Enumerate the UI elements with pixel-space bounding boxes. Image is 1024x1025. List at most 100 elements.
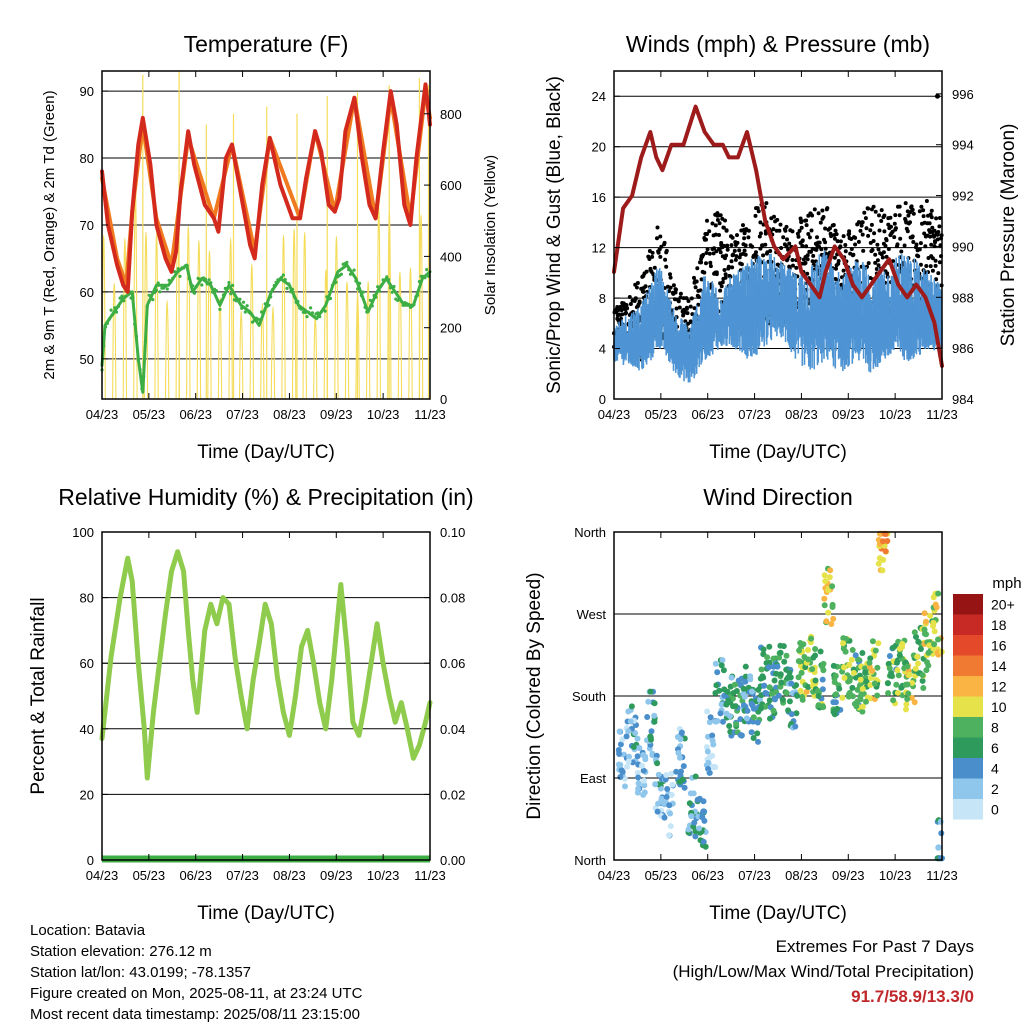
gust-point	[933, 240, 937, 245]
dewpoint-point	[318, 315, 322, 319]
direction-point	[783, 690, 790, 697]
direction-point	[821, 595, 828, 602]
direction-point	[635, 774, 642, 781]
direction-point	[846, 677, 853, 684]
direction-point	[872, 647, 879, 654]
dewpoint-point	[325, 295, 329, 299]
dewpoint-point	[113, 306, 117, 310]
gust-point	[796, 234, 801, 239]
winds-y2tick-label: 988	[952, 290, 974, 305]
dewpoint-point	[182, 266, 186, 270]
gust-point	[677, 305, 682, 310]
grid-temperature	[102, 90, 430, 360]
direction-point	[890, 644, 897, 651]
temperature-y2tick-label: 0	[440, 392, 447, 407]
gust-point	[930, 225, 935, 230]
gust-point	[803, 261, 808, 265]
panel-temperature: Temperature (F) 04/23 05/23 06/23 07/23 08/2…	[41, 31, 499, 463]
dewpoint-point	[163, 284, 168, 288]
gust-point	[868, 240, 873, 245]
direction-point	[661, 814, 668, 821]
direction-point	[849, 693, 856, 700]
direction-point	[849, 684, 856, 691]
direction-point	[859, 685, 866, 692]
gust-point	[876, 247, 881, 252]
gust-point	[753, 213, 758, 218]
direction-point	[886, 665, 893, 672]
direction-ytick-label: South	[572, 689, 606, 704]
direction-point	[618, 767, 625, 774]
gust-point	[883, 243, 888, 248]
solar-spike	[302, 231, 307, 400]
gust-point	[829, 234, 834, 239]
direction-point	[935, 636, 941, 643]
dewpoint-point	[345, 260, 349, 264]
gust-point	[800, 243, 805, 248]
direction-point	[797, 687, 804, 694]
frame-temperature	[101, 70, 431, 400]
winds-y2tick-label: 984	[952, 392, 974, 407]
dewpoint-point	[319, 310, 324, 314]
direction-point	[740, 685, 747, 692]
dewpoint-point	[107, 317, 111, 321]
dewpoint-point	[203, 277, 207, 281]
gust-point	[866, 233, 871, 238]
gust-point	[643, 284, 648, 289]
direction-point	[792, 723, 799, 730]
gust-point	[714, 270, 719, 275]
direction-point	[685, 826, 692, 833]
dewpoint-point	[243, 310, 247, 314]
direction-point	[730, 690, 737, 696]
direction-point	[676, 754, 683, 761]
dewpoint-point	[388, 286, 392, 290]
direction-point	[760, 674, 767, 681]
direction-point	[677, 736, 684, 743]
gust-point	[902, 243, 907, 248]
dewpoint-point	[209, 281, 213, 285]
gust-point	[910, 234, 915, 239]
direction-point	[903, 706, 909, 713]
dewpoint-point	[111, 312, 115, 316]
direction-point	[709, 752, 716, 759]
direction-point	[617, 774, 624, 780]
gust-point	[718, 250, 723, 255]
colorbar-label: 8	[991, 719, 999, 735]
info-elevation: Station elevation: 276.12 m	[30, 943, 212, 960]
gust-point	[899, 249, 904, 254]
direction-point	[788, 680, 795, 687]
direction-xtick-label: 05/23	[645, 868, 678, 883]
direction-point	[678, 768, 684, 775]
direction-point	[859, 708, 866, 715]
info-created: Figure created on Mon, 2025-08-11, at 23…	[30, 985, 363, 1002]
gust-point	[908, 220, 912, 225]
direction-point	[755, 686, 762, 693]
colorbar-label: 16	[991, 637, 1007, 653]
direction-point	[732, 703, 739, 710]
direction-point	[740, 690, 747, 697]
direction-point	[622, 783, 628, 790]
ylabel-left-humidity: Percent & Total Rainfall	[28, 597, 49, 794]
colorbar-swatch	[953, 799, 983, 820]
gust-point	[671, 283, 676, 288]
gust-point	[841, 268, 846, 273]
direction-point	[714, 669, 721, 676]
direction-point	[628, 703, 635, 710]
direction-point	[737, 732, 744, 738]
dewpoint-point	[185, 264, 189, 268]
direction-point	[706, 769, 713, 776]
gust-point	[713, 232, 718, 237]
gust-point	[817, 240, 822, 245]
gust-point	[823, 226, 828, 231]
direction-point	[634, 753, 641, 760]
gust-point	[812, 207, 817, 212]
gust-point	[692, 275, 696, 280]
dewpoint-point	[278, 278, 282, 282]
gust-point	[937, 216, 942, 220]
dewpoint-point	[339, 272, 343, 276]
direction-point	[836, 685, 843, 692]
xlabel-direction: Time (Day/UTC)	[709, 903, 847, 924]
direction-point	[857, 696, 864, 703]
solar-spike	[260, 303, 265, 400]
direction-point	[762, 689, 769, 696]
